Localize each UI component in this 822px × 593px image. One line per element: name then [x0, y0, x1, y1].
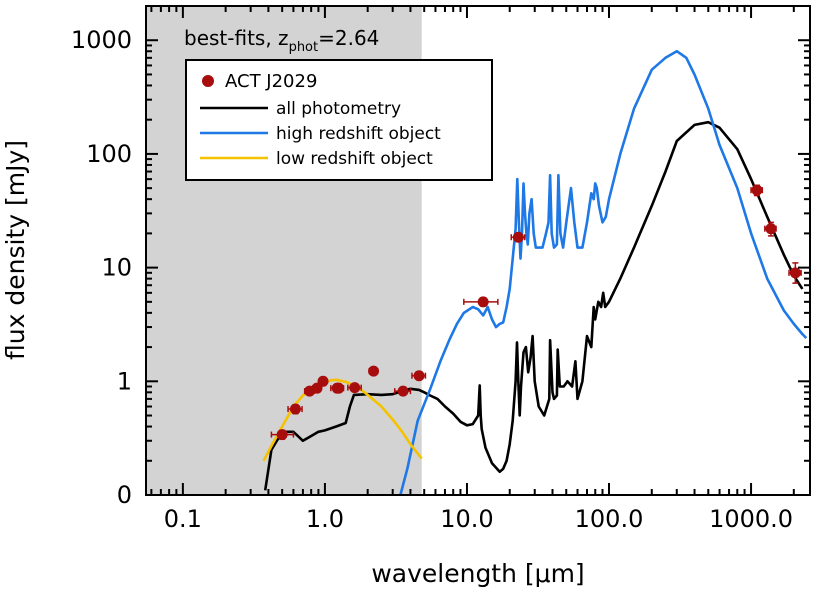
data-point-marker — [349, 382, 361, 394]
plot-frame — [145, 5, 811, 496]
legend-label-all: all photometry — [276, 99, 401, 119]
y-tick-label: 0 — [117, 481, 132, 509]
data-point-marker — [397, 385, 409, 397]
legend-label-photometry: ACT J2029 — [225, 71, 317, 92]
data-point-marker — [276, 429, 288, 441]
data-point — [270, 429, 295, 441]
y-tick-label: 100 — [86, 140, 132, 168]
legend-label-high-z: high redshift object — [276, 124, 441, 144]
y-tick-label: 1 — [117, 367, 132, 395]
data-point — [393, 385, 412, 397]
data-point-marker — [751, 184, 763, 196]
data-point-marker — [289, 403, 301, 415]
data-point — [750, 184, 764, 197]
data-point-marker — [317, 375, 329, 387]
data-point — [463, 296, 499, 308]
data-point — [368, 365, 380, 377]
data-point-marker — [477, 296, 489, 308]
data-point — [788, 262, 802, 284]
x-tick-label: 10.0 — [440, 505, 493, 533]
data-point — [411, 370, 427, 382]
data-point — [317, 375, 329, 387]
data-point-marker — [789, 267, 801, 279]
data-point — [332, 382, 345, 394]
data-point — [764, 221, 777, 237]
data-point — [287, 403, 303, 415]
legend-box — [185, 59, 493, 181]
y-axis-label: flux density [mJy] — [1, 140, 30, 360]
x-tick-label: 1.0 — [306, 505, 344, 533]
y-tick-label: 1000 — [71, 26, 132, 54]
data-point-marker — [512, 231, 524, 243]
redshift-annotation: best-fits, zphot=2.64 — [184, 26, 379, 55]
data-point — [347, 382, 362, 394]
legend: ACT J2029 all photometry high redshift o… — [185, 59, 493, 181]
x-tick-label: 0.1 — [164, 505, 202, 533]
y-tick-label: 10 — [101, 254, 132, 282]
data-point — [510, 231, 526, 243]
data-point-marker — [765, 223, 777, 235]
legend-label-low-z: low redshift object — [276, 149, 433, 169]
series-line-high-redshift — [399, 49, 808, 495]
data-point-marker — [368, 365, 380, 377]
data-point-marker — [413, 370, 425, 382]
x-axis-label: wavelength [μm] — [371, 559, 584, 588]
legend-marker-photometry — [202, 75, 214, 87]
x-tick-label: 1000.0 — [709, 505, 793, 533]
data-point-marker — [333, 382, 345, 394]
x-tick-label: 100.0 — [575, 505, 644, 533]
